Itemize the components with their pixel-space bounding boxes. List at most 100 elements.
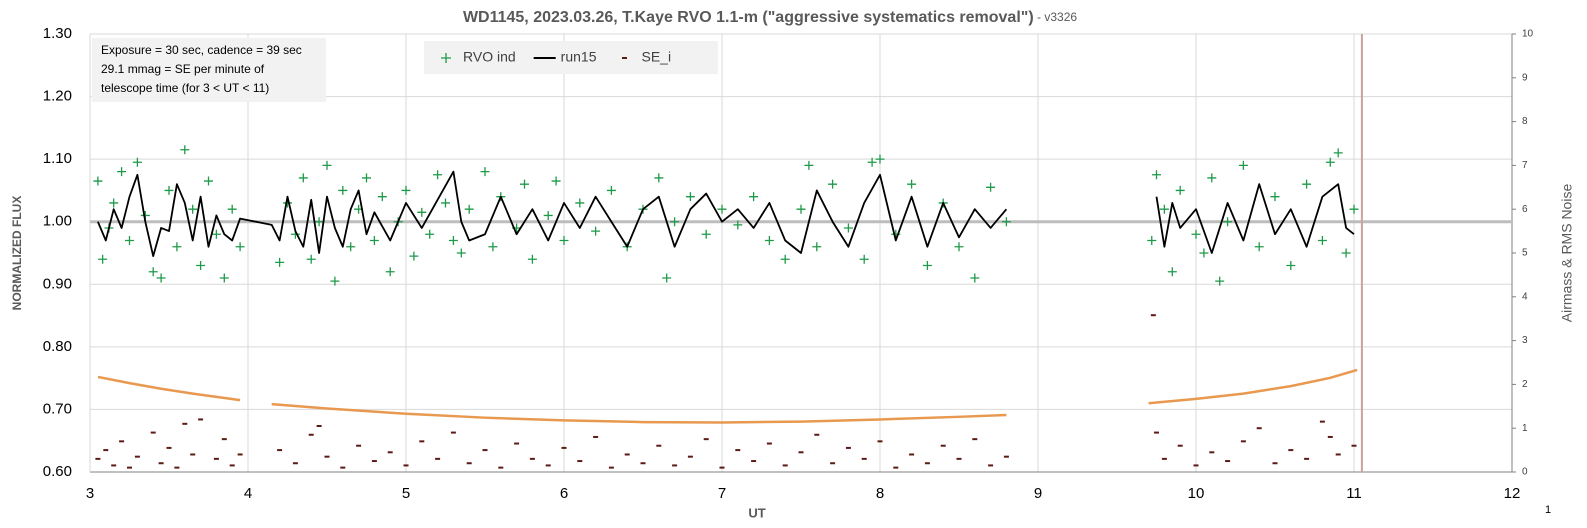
data-point — [764, 235, 774, 245]
y-tick-label: 0.80 — [43, 338, 72, 355]
y-axis-label: NORMALIZED FLUX — [10, 196, 24, 311]
data-point — [211, 229, 221, 239]
y2-tick-label: 3 — [1522, 335, 1528, 346]
x-tick-label: 6 — [560, 485, 568, 502]
data-point — [1223, 217, 1233, 227]
x-tick-label: 7 — [718, 485, 726, 502]
legend-label: RVO ind — [463, 49, 516, 65]
data-point — [480, 167, 490, 177]
data-point — [448, 235, 458, 245]
data-point — [425, 229, 435, 239]
x-tick-label: 11 — [1346, 485, 1362, 502]
data-point — [132, 157, 142, 167]
data-point — [322, 160, 332, 170]
data-point — [1001, 217, 1011, 227]
data-point — [188, 204, 198, 214]
data-point — [1215, 276, 1225, 286]
data-point — [346, 242, 356, 252]
data-point — [93, 176, 103, 186]
data-point — [488, 242, 498, 252]
y-tick-label: 0.90 — [43, 275, 72, 292]
data-point — [685, 192, 695, 202]
annotation-text: 29.1 mmag = SE per minute of — [101, 62, 265, 76]
data-point — [796, 204, 806, 214]
data-line — [97, 170, 1355, 258]
data-point — [670, 217, 680, 227]
y2-tick-label: 6 — [1522, 204, 1528, 215]
data-point — [733, 220, 743, 230]
y2-tick-label: 2 — [1522, 379, 1528, 390]
legend-label: SE_i — [641, 49, 671, 65]
data-point — [1302, 179, 1312, 189]
data-point — [812, 242, 822, 252]
x-tick-label: 4 — [244, 485, 252, 502]
data-point — [867, 157, 877, 167]
data-point — [98, 254, 108, 264]
data-point — [1191, 229, 1201, 239]
y-tick-label: 1.30 — [43, 25, 72, 42]
data-point — [148, 267, 158, 277]
data-point — [1159, 204, 1169, 214]
chart-title: WD1145, 2023.03.26, T.Kaye RVO 1.1-m ("a… — [463, 9, 1077, 26]
data-point — [204, 176, 213, 186]
y2-tick-label: 4 — [1522, 291, 1528, 302]
data-point — [1147, 235, 1157, 245]
x-tick-label: 12 — [1504, 485, 1521, 502]
data-point — [235, 242, 245, 252]
data-point — [520, 179, 529, 189]
data-point — [986, 182, 996, 192]
y-tick-label: 1.20 — [43, 88, 72, 105]
data-point — [219, 273, 229, 283]
data-point — [1286, 261, 1296, 271]
y-tick-label: 1.00 — [43, 213, 72, 230]
data-point — [543, 210, 553, 220]
data-point — [551, 176, 561, 186]
data-point — [654, 173, 664, 183]
data-point — [717, 204, 727, 214]
data-point — [828, 179, 838, 189]
data-point — [1349, 204, 1359, 214]
y2-tick-label: 9 — [1522, 72, 1528, 83]
data-point — [125, 235, 134, 245]
data-point — [330, 276, 340, 286]
data-point — [875, 154, 885, 164]
data-point — [306, 254, 316, 264]
data-point — [180, 145, 190, 155]
x-tick-label: 9 — [1034, 485, 1042, 502]
data-point — [1341, 248, 1351, 258]
data-point — [922, 261, 932, 271]
data-point — [1152, 170, 1161, 180]
annotation-box — [92, 38, 326, 102]
data-point — [701, 229, 711, 239]
data-point — [1207, 173, 1217, 183]
data-point — [401, 185, 411, 195]
x-tick-label: 3 — [86, 485, 94, 502]
y2-axis-label: Airmass & RMS Noise — [1559, 184, 1575, 323]
data-point — [385, 267, 395, 277]
data-line — [97, 368, 1358, 424]
legend-box — [424, 41, 718, 74]
data-point — [172, 242, 182, 252]
data-point — [196, 261, 206, 271]
footer: 1 — [1545, 504, 1551, 516]
data-point — [1175, 185, 1185, 195]
data-point — [1325, 157, 1335, 167]
y2-tick-label: 8 — [1522, 116, 1528, 127]
data-point — [575, 198, 585, 208]
data-point — [591, 226, 601, 236]
annotation-text: Exposure = 30 sec, cadence = 39 sec — [101, 43, 302, 57]
data-point — [1317, 235, 1327, 245]
data-point — [362, 173, 371, 183]
x-tick-label: 8 — [876, 485, 884, 502]
data-point — [804, 160, 814, 170]
data-point — [433, 170, 443, 180]
y2-tick-label: 10 — [1522, 29, 1534, 40]
data-point — [907, 179, 917, 189]
data-point — [164, 185, 174, 195]
data-point — [1238, 160, 1248, 170]
y-tick-label: 0.60 — [43, 463, 72, 480]
annotation-text: telescope time (for 3 < UT < 11) — [101, 81, 269, 95]
y-tick-label: 1.10 — [43, 150, 72, 167]
